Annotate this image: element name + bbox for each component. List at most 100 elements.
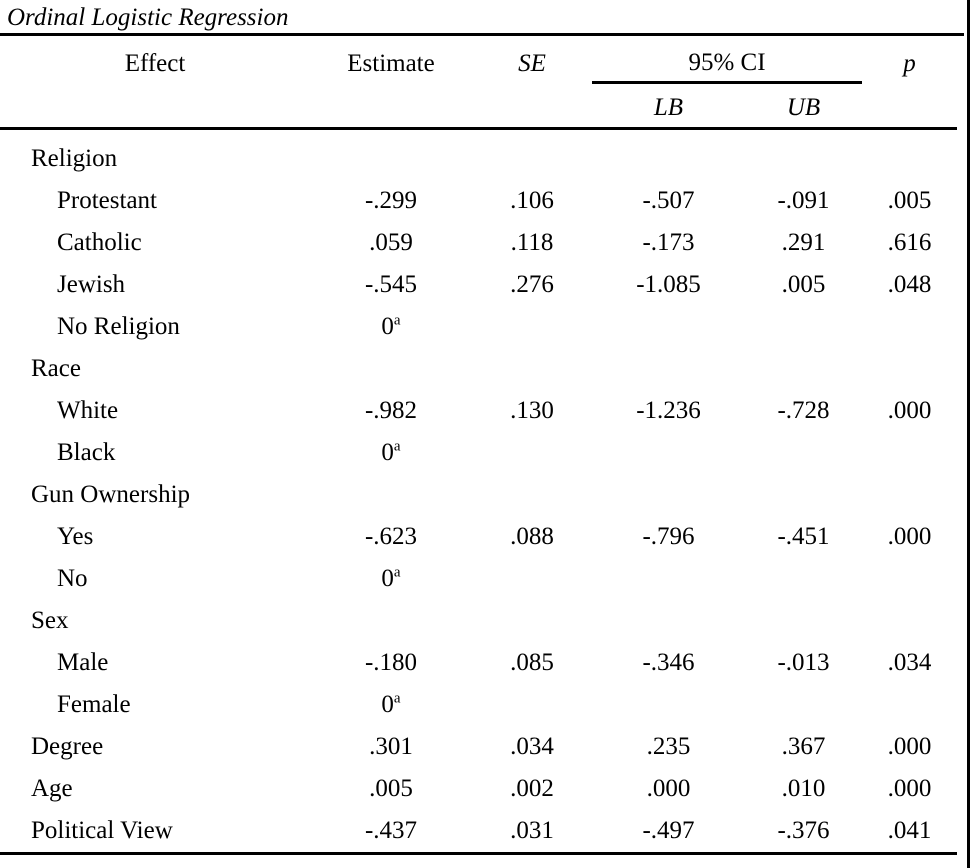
ub-cell: .010 [781, 774, 826, 802]
table-row-level: White -.982 .130 -1.236 -.728 .000 [0, 390, 957, 432]
estimate-cell [310, 600, 472, 642]
p-cell: .041 [862, 809, 958, 855]
header-estimate: Estimate [347, 50, 435, 77]
effect-cell: White [57, 396, 119, 424]
effect-cell: Jewish [57, 270, 126, 298]
lb-cell: -.796 [642, 522, 695, 550]
lb-cell [592, 128, 745, 180]
lb-cell [592, 432, 745, 474]
se-cell [472, 558, 592, 600]
effect-cell: Race [31, 354, 81, 382]
header-spacer [0, 82, 310, 130]
table-header: Effect Estimate SE 95% CI p LB UB [0, 36, 958, 130]
se-cell: .276 [510, 270, 554, 298]
estimate-cell: 0a [381, 564, 401, 592]
table-row-level: Black 0a [0, 432, 957, 474]
effect-cell: Protestant [57, 186, 157, 214]
p-cell: .000 [887, 522, 932, 550]
ub-cell: -.728 [777, 396, 830, 424]
se-cell: .118 [510, 228, 554, 256]
lb-cell [592, 684, 745, 726]
ub-cell [745, 348, 862, 390]
effect-cell: Gun Ownership [31, 480, 191, 508]
effect-cell: Female [57, 690, 131, 718]
header-spacer [862, 82, 958, 130]
estimate-cell: 0a [381, 690, 401, 718]
effect-cell: Black [57, 438, 116, 466]
p-cell: .048 [887, 270, 932, 298]
table-row-level: No 0a [0, 558, 957, 600]
estimate-cell: -.545 [364, 270, 418, 298]
header-row-sub: LB UB [0, 82, 958, 130]
effect-cell: Yes [57, 522, 94, 550]
table-row-group: Political View -.437.031 -.497 -.376.041 [0, 809, 958, 855]
header-lb: LB [592, 82, 745, 130]
p-cell [862, 306, 957, 348]
table-row-group: Age .005 .002 .000 .010 .000 [0, 768, 957, 810]
p-cell [862, 474, 957, 516]
se-cell: .034 [510, 732, 554, 760]
ub-cell: -.451 [777, 522, 830, 550]
se-cell [472, 348, 592, 390]
ub-cell: .367 [781, 732, 826, 760]
p-cell: .000 [887, 732, 932, 760]
header-effect: Effect [124, 50, 186, 77]
estimate-cell [310, 474, 472, 516]
lb-cell: -.497 [592, 809, 745, 855]
reference-category-superscript: a [393, 438, 401, 455]
header-spacer [472, 82, 592, 130]
ub-cell: -.376 [745, 809, 863, 855]
estimate-cell: -.623 [364, 522, 418, 550]
estimate-cell: -.437 [310, 809, 472, 855]
table-row-level: Male -.180 .085 -.346 -.013 .034 [0, 642, 957, 684]
ub-cell [745, 558, 862, 600]
table-title: Ordinal Logistic Regression [0, 0, 964, 36]
effect-cell: Male [57, 648, 109, 676]
reference-category-superscript: a [393, 564, 401, 581]
lb-cell: -.173 [642, 228, 695, 256]
se-cell: .031 [472, 809, 592, 855]
effect-cell: Age [31, 774, 73, 802]
reference-category-superscript: a [393, 312, 401, 329]
p-cell [862, 348, 957, 390]
p-cell [862, 558, 957, 600]
ub-cell [745, 684, 862, 726]
effect-cell: No [57, 564, 88, 592]
ub-cell [745, 474, 862, 516]
effect-cell: Degree [31, 732, 104, 760]
header-spacer [310, 82, 472, 130]
table-body: Religion Protestant -.299 .106 -.507 -.091 .00… [0, 128, 958, 855]
table-row-group: Sex [0, 600, 957, 642]
table-row-level: No Religion 0a [0, 306, 957, 348]
p-cell [862, 128, 957, 180]
lb-cell: -1.236 [636, 396, 701, 424]
se-cell [472, 306, 592, 348]
ub-cell: -.013 [777, 648, 830, 676]
table-row-group: Religion [0, 128, 957, 180]
estimate-cell: .059 [369, 228, 413, 256]
se-cell [472, 684, 592, 726]
lb-cell [592, 558, 745, 600]
effect-cell: Catholic [57, 228, 142, 256]
lb-cell [592, 474, 745, 516]
header-row-main: Effect Estimate SE 95% CI p [0, 36, 957, 84]
estimate-cell: -.180 [364, 648, 418, 676]
table-row-group: Race [0, 348, 957, 390]
table-row-level: Female 0a [0, 684, 957, 726]
table-row-group: Degree .301 .034 .235 .367 .000 [0, 726, 957, 768]
effect-cell: Political View [0, 809, 310, 855]
ub-cell: .291 [781, 228, 826, 256]
p-cell: .000 [887, 396, 932, 424]
p-cell [862, 684, 957, 726]
lb-cell: -1.085 [636, 270, 701, 298]
regression-table: Effect Estimate SE 95% CI p LB UB Religi… [0, 36, 958, 855]
header-ci-spanner: 95% CI [592, 36, 863, 84]
se-cell [472, 128, 592, 180]
lb-cell [592, 600, 745, 642]
estimate-cell [310, 128, 472, 180]
ub-cell [745, 432, 862, 474]
se-cell: .130 [510, 396, 554, 424]
ub-cell: .005 [781, 270, 826, 298]
table-row-level: Protestant -.299 .106 -.507 -.091 .005 [0, 180, 957, 222]
